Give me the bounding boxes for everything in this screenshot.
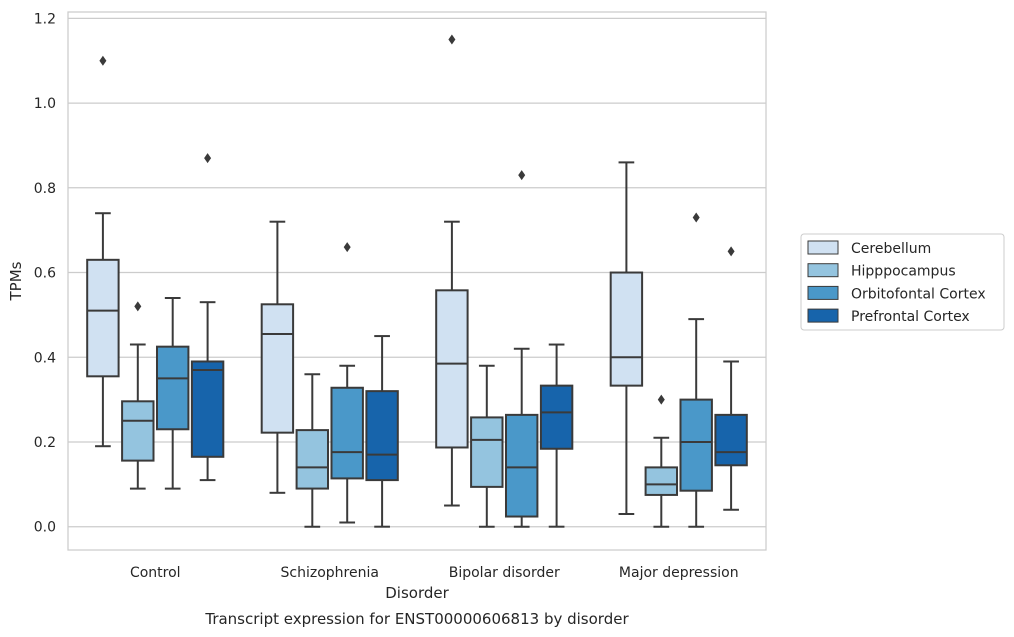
outlier-point bbox=[448, 34, 456, 45]
box-3-0 bbox=[609, 161, 644, 515]
y-tick-label: 1.2 bbox=[34, 11, 56, 27]
iqr-box bbox=[609, 271, 644, 387]
box-1-3 bbox=[365, 335, 399, 528]
iqr-box bbox=[190, 360, 225, 458]
outlier-point bbox=[99, 55, 107, 66]
outlier-point bbox=[727, 246, 735, 257]
box-3-3 bbox=[714, 246, 748, 511]
legend-swatch bbox=[807, 308, 839, 323]
legend-item: Prefrontal Cortex bbox=[807, 308, 970, 325]
box-0-2 bbox=[155, 296, 190, 490]
x-tick-label: Control bbox=[130, 565, 181, 581]
outlier-point bbox=[692, 212, 700, 223]
box-2-0 bbox=[435, 34, 469, 507]
y-tick-label: 0.0 bbox=[34, 520, 56, 536]
box-3-2 bbox=[679, 212, 713, 528]
y-tick-label: 1.0 bbox=[34, 96, 56, 112]
box-2-3 bbox=[539, 343, 574, 528]
legend-swatch bbox=[807, 240, 839, 255]
x-tick-label: Bipolar disorder bbox=[449, 565, 560, 581]
box-2-1 bbox=[470, 364, 504, 528]
iqr-box bbox=[644, 466, 679, 496]
box-1-1 bbox=[295, 373, 330, 528]
box-1-2 bbox=[330, 242, 364, 524]
box-0-3 bbox=[190, 153, 225, 482]
outlier-point bbox=[518, 170, 526, 181]
box-2-2 bbox=[504, 170, 539, 528]
legend-label: Cerebellum bbox=[851, 241, 931, 257]
x-tick-label: Major depression bbox=[619, 565, 739, 581]
x-tick-labels: Control Schizophrenia Bipolar disorder Majo… bbox=[130, 565, 739, 581]
outlier-point bbox=[343, 242, 351, 253]
chart-caption: Transcript expression for ENST0000060681… bbox=[204, 610, 629, 628]
y-tick-labels: 0.0 0.2 0.4 0.6 0.8 1.0 1.2 bbox=[34, 11, 56, 535]
box-1-0 bbox=[260, 220, 295, 494]
legend-label: Hipppocampus bbox=[851, 264, 956, 280]
iqr-box bbox=[470, 416, 504, 488]
box-0-1 bbox=[121, 301, 155, 490]
iqr-box bbox=[365, 390, 399, 482]
box-3-1 bbox=[644, 394, 679, 528]
legend-item: Cerebellum bbox=[807, 240, 931, 257]
y-tick-label: 0.2 bbox=[34, 435, 56, 451]
iqr-box bbox=[155, 345, 190, 431]
x-tick-label: Schizophrenia bbox=[281, 565, 379, 581]
y-tick-label: 0.8 bbox=[34, 181, 56, 197]
x-axis-label: Disorder bbox=[385, 584, 449, 602]
y-axis-label: TPMs bbox=[7, 261, 25, 301]
outlier-point bbox=[204, 153, 212, 164]
iqr-box bbox=[121, 400, 155, 462]
iqr-box bbox=[260, 303, 295, 434]
outlier-point bbox=[134, 301, 142, 312]
legend-frame bbox=[800, 233, 1005, 331]
iqr-box bbox=[330, 386, 364, 480]
legend: Cerebellum Hipppocampus Orbitofontal Corte… bbox=[800, 233, 1005, 331]
box-0-0 bbox=[86, 55, 120, 448]
iqr-box bbox=[714, 413, 748, 467]
plot-frame bbox=[67, 11, 767, 551]
iqr-box bbox=[679, 398, 713, 492]
legend-swatch bbox=[807, 285, 839, 300]
y-tick-label: 0.6 bbox=[34, 266, 56, 282]
iqr-box bbox=[435, 289, 469, 449]
iqr-box bbox=[86, 258, 120, 378]
iqr-box bbox=[539, 384, 574, 450]
legend-item: Orbitofontal Cortex bbox=[807, 285, 986, 302]
iqr-box bbox=[295, 429, 330, 490]
y-tick-label: 0.4 bbox=[34, 350, 56, 366]
legend-item: Hipppocampus bbox=[807, 263, 956, 280]
legend-label: Orbitofontal Cortex bbox=[851, 286, 986, 302]
box-layer bbox=[86, 34, 748, 528]
iqr-box bbox=[504, 413, 539, 518]
legend-label: Prefrontal Cortex bbox=[851, 309, 970, 325]
outlier-point bbox=[657, 394, 665, 405]
legend-swatch bbox=[807, 263, 839, 278]
